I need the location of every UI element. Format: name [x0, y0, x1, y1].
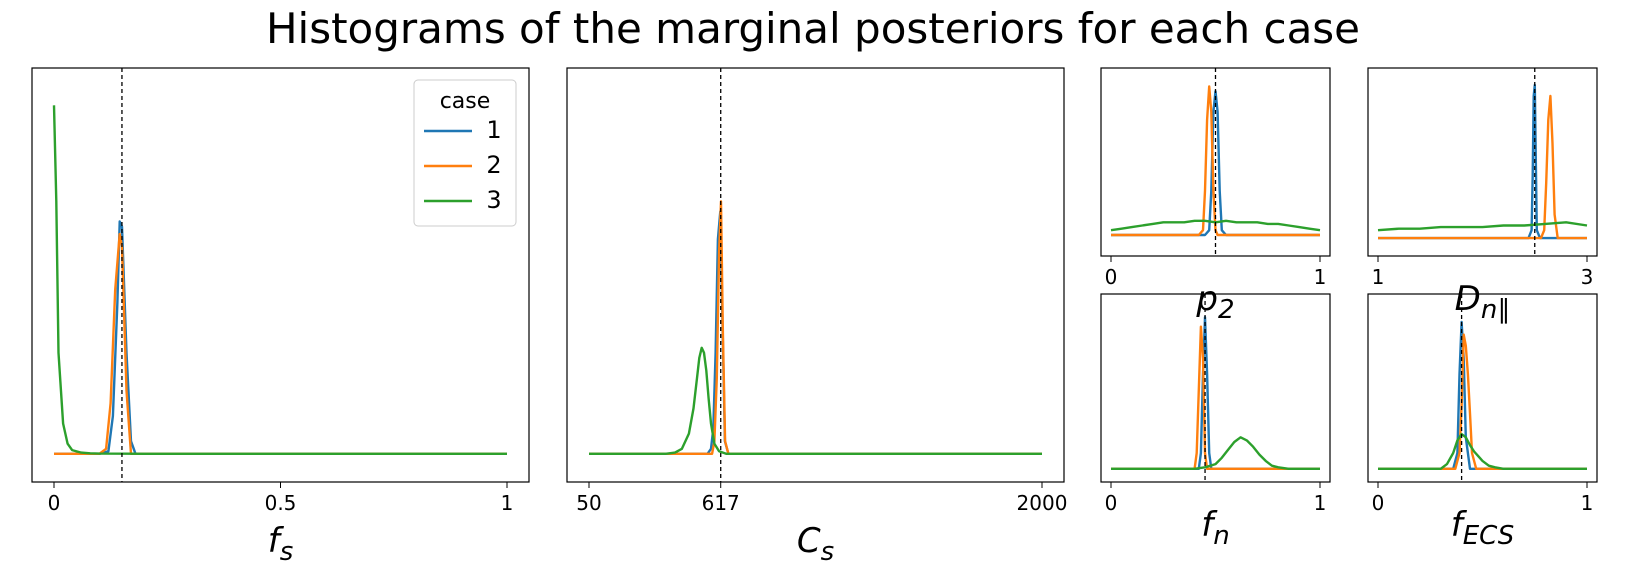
subplot-2: 50 617 2000 Cs	[566, 67, 1068, 566]
axis-xlabel: fECS	[1451, 505, 1515, 551]
series-line-case-2	[54, 232, 507, 455]
x-tick-label: 0	[1105, 491, 1118, 515]
series-line-case-1	[589, 210, 1042, 455]
x-tick-label: 0.5	[265, 491, 297, 515]
chart-title: Histograms of the marginal posteriors fo…	[265, 4, 1361, 53]
x-tick-label: 617	[702, 491, 740, 515]
legend-label-case-3: 3	[486, 186, 501, 214]
x-tick-label: 0	[1372, 491, 1385, 515]
subplot-4: 1 3 Dn∥	[1367, 67, 1598, 325]
axis-xlabel: p2	[1195, 279, 1234, 325]
series-line-case-3	[1377, 221, 1588, 232]
series-line-case-2	[1378, 333, 1587, 470]
axis-xlabel: Cs	[797, 521, 834, 566]
x-tick-label: 1	[1314, 265, 1327, 289]
series-line-case-2	[1111, 325, 1320, 470]
subplot-5: 0 1 fn	[1100, 293, 1331, 551]
legend-title: case	[440, 89, 491, 114]
legend-label-case-2: 2	[486, 151, 501, 179]
series-line-case-3	[589, 346, 1042, 455]
subplot-6: 0 1 fECS	[1367, 293, 1598, 551]
series-line-case-2	[589, 200, 1042, 455]
legend-label-case-1: 1	[486, 116, 501, 144]
x-tick-label: 1	[1372, 265, 1385, 289]
x-tick-label: 0	[48, 491, 61, 515]
plot-frame	[1367, 293, 1598, 483]
axis-xlabel: Dn∥	[1455, 279, 1511, 325]
x-tick-label: 1	[501, 491, 514, 515]
x-tick-label: 50	[576, 491, 601, 515]
plot-frame	[1100, 293, 1331, 483]
axis-xlabel: fn	[1201, 505, 1229, 551]
subplot-3: 0 1 p2	[1100, 67, 1331, 325]
series-line-case-1	[54, 220, 507, 455]
series-line-case-2	[1111, 85, 1320, 237]
x-tick-label: 1	[1314, 491, 1327, 515]
series-line-case-2	[1378, 94, 1587, 240]
axis-xlabel: fs	[268, 521, 294, 566]
plot-frame	[566, 67, 1065, 483]
x-tick-label: 1	[1581, 491, 1594, 515]
series-line-case-1	[1378, 320, 1587, 470]
series-line-case-3	[52, 105, 507, 455]
series-line-case-3	[1111, 436, 1320, 470]
series-line-case-1	[1111, 316, 1320, 470]
plot-frame	[1367, 67, 1598, 257]
series-line-case-3	[1378, 432, 1587, 470]
legend-box	[413, 79, 517, 227]
x-tick-label: 0	[1105, 265, 1118, 289]
x-tick-label: 2000	[1017, 491, 1068, 515]
x-tick-label: 3	[1581, 265, 1594, 289]
